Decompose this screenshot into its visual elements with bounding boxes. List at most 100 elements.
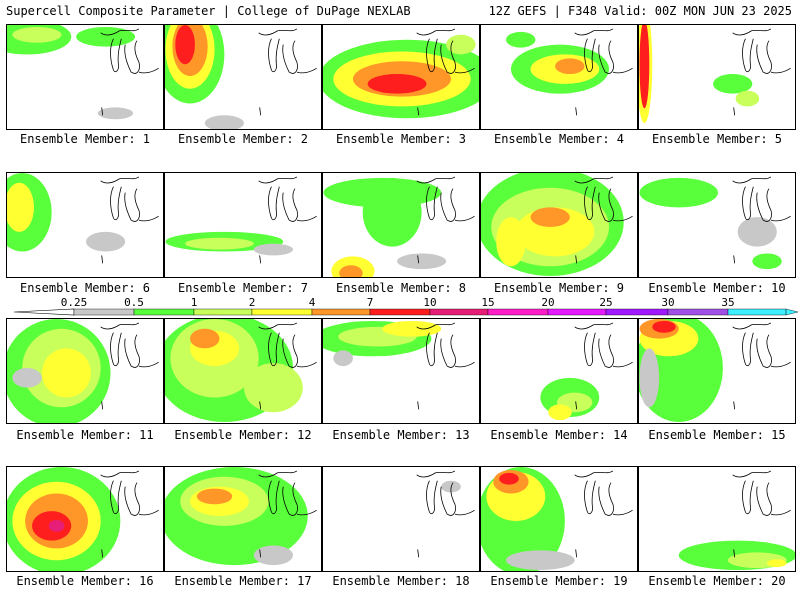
contour-fill	[506, 550, 575, 571]
contour-fill	[196, 488, 233, 505]
ensemble-member-caption: Ensemble Member: 13	[332, 428, 470, 442]
scale-color-segment	[133, 308, 195, 316]
ensemble-member-map	[322, 466, 480, 572]
great-lakes-outline	[732, 176, 791, 222]
map-feature-line	[101, 107, 104, 116]
contour-fill	[446, 34, 476, 55]
scale-tick-label: 1	[190, 296, 198, 309]
scale-tick-label: 0.25	[60, 296, 88, 309]
map-feature-line	[733, 549, 736, 558]
great-lakes-outline	[574, 322, 633, 368]
ensemble-member-caption: Ensemble Member: 9	[493, 281, 625, 295]
map-feature-line	[575, 401, 578, 410]
ensemble-member-caption: Ensemble Member: 6	[19, 281, 151, 295]
parameter-field	[639, 319, 791, 423]
map-feature-line	[101, 401, 104, 410]
contour-fill	[737, 217, 777, 247]
great-lakes-outline	[732, 28, 791, 74]
ensemble-member-caption: Ensemble Member: 11	[16, 428, 154, 442]
great-lakes-outline	[416, 176, 475, 222]
ensemble-member-caption: Ensemble Member: 3	[335, 132, 467, 146]
run-valid-time: 12Z GEFS | F348 Valid: 00Z MON JUN 23 20…	[488, 4, 792, 18]
great-lakes-outline	[100, 176, 159, 222]
scale-tick-label: 10	[423, 296, 437, 309]
ensemble-member-map	[164, 466, 322, 572]
parameter-field	[165, 176, 317, 264]
parameter-field	[323, 320, 475, 410]
ensemble-member-map	[6, 318, 164, 424]
scale-color-segment	[487, 308, 549, 316]
great-lakes-outline	[732, 470, 791, 516]
contour-fill	[382, 320, 442, 337]
ensemble-member-caption: Ensemble Member: 4	[493, 132, 625, 146]
parameter-field	[165, 25, 317, 129]
contour-fill	[48, 519, 65, 532]
parameter-field	[678, 470, 795, 571]
map-feature-line	[417, 255, 420, 264]
contour-fill	[339, 265, 363, 277]
contour-fill	[97, 107, 134, 120]
scale-min-arrow	[13, 308, 75, 316]
ensemble-member-map	[164, 318, 322, 424]
map-feature-line	[101, 255, 104, 264]
contour-fill	[190, 328, 220, 349]
parameter-field	[639, 25, 791, 124]
map-feature-line	[417, 401, 420, 410]
scale-color-segment	[311, 308, 371, 316]
scale-max-arrow	[785, 308, 799, 316]
contour-fill	[41, 348, 91, 398]
map-feature-line	[259, 401, 262, 410]
contour-fill	[506, 31, 536, 48]
ensemble-member-map	[480, 466, 638, 572]
ensemble-member-map	[480, 24, 638, 130]
contour-fill	[333, 350, 353, 367]
parameter-field	[416, 470, 475, 558]
great-lakes-outline	[258, 470, 317, 516]
ensemble-member-caption: Ensemble Member: 16	[16, 574, 154, 588]
map-feature-line	[575, 107, 578, 116]
ensemble-member-map	[638, 318, 796, 424]
great-lakes-outline	[100, 322, 159, 368]
scale-tick-label: 30	[661, 296, 675, 309]
contour-fill	[367, 74, 427, 94]
contour-fill	[253, 243, 294, 256]
parameter-field	[7, 25, 159, 120]
map-feature-line	[259, 255, 262, 264]
great-lakes-outline	[416, 28, 475, 74]
contour-fill	[652, 320, 676, 333]
scale-color-segment	[369, 308, 431, 316]
contour-fill	[85, 231, 126, 252]
scale-tick-label: 35	[721, 296, 735, 309]
scale-color-segment	[727, 308, 787, 316]
contour-fill	[243, 363, 303, 413]
great-lakes-outline	[732, 322, 791, 368]
parameter-field	[7, 319, 159, 423]
ensemble-member-caption: Ensemble Member: 5	[651, 132, 783, 146]
map-feature-line	[733, 255, 736, 264]
great-lakes-outline	[416, 470, 475, 516]
color-scale-bar	[13, 308, 799, 316]
contour-fill	[499, 472, 519, 485]
great-lakes-outline	[574, 28, 633, 74]
contour-fill	[555, 58, 585, 75]
scale-color-segment	[547, 308, 607, 316]
great-lakes-outline	[574, 470, 633, 516]
ensemble-member-caption: Ensemble Member: 7	[177, 281, 309, 295]
parameter-field	[165, 467, 317, 566]
parameter-field	[165, 319, 317, 423]
contour-fill	[185, 237, 254, 250]
parameter-field	[481, 173, 633, 277]
great-lakes-outline	[258, 176, 317, 222]
contour-fill	[7, 182, 34, 232]
parameter-field	[639, 176, 791, 270]
scale-tick-label: 15	[481, 296, 495, 309]
scale-color-segment	[667, 308, 729, 316]
contour-fill	[496, 217, 526, 267]
ensemble-member-map	[6, 24, 164, 130]
ensemble-member-map	[638, 24, 796, 130]
ensemble-member-caption: Ensemble Member: 19	[490, 574, 628, 588]
contour-fill	[548, 404, 572, 421]
map-feature-line	[575, 549, 578, 558]
scale-tick-label: 0.5	[124, 296, 144, 309]
great-lakes-outline	[100, 470, 159, 516]
